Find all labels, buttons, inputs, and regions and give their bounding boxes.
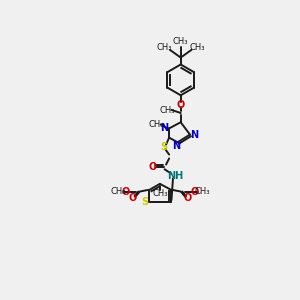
Text: O: O [184, 193, 192, 203]
Text: CH₃: CH₃ [152, 189, 168, 198]
Text: S: S [141, 196, 148, 206]
Text: N: N [172, 141, 180, 151]
Text: N: N [160, 123, 169, 134]
Text: CH₃: CH₃ [173, 37, 188, 46]
Text: CH₃: CH₃ [194, 187, 210, 196]
Text: CH₃: CH₃ [148, 120, 164, 129]
Text: CH₃: CH₃ [157, 43, 172, 52]
Text: CH₃: CH₃ [159, 106, 175, 115]
Text: O: O [129, 193, 137, 203]
Text: O: O [190, 187, 199, 196]
Text: N: N [190, 130, 198, 140]
Text: NH: NH [167, 171, 183, 181]
Text: O: O [177, 100, 185, 110]
Text: CH₃: CH₃ [189, 43, 205, 52]
Text: S: S [160, 142, 167, 152]
Text: O: O [148, 162, 156, 172]
Text: O: O [122, 187, 130, 196]
Text: CH₃: CH₃ [111, 187, 126, 196]
